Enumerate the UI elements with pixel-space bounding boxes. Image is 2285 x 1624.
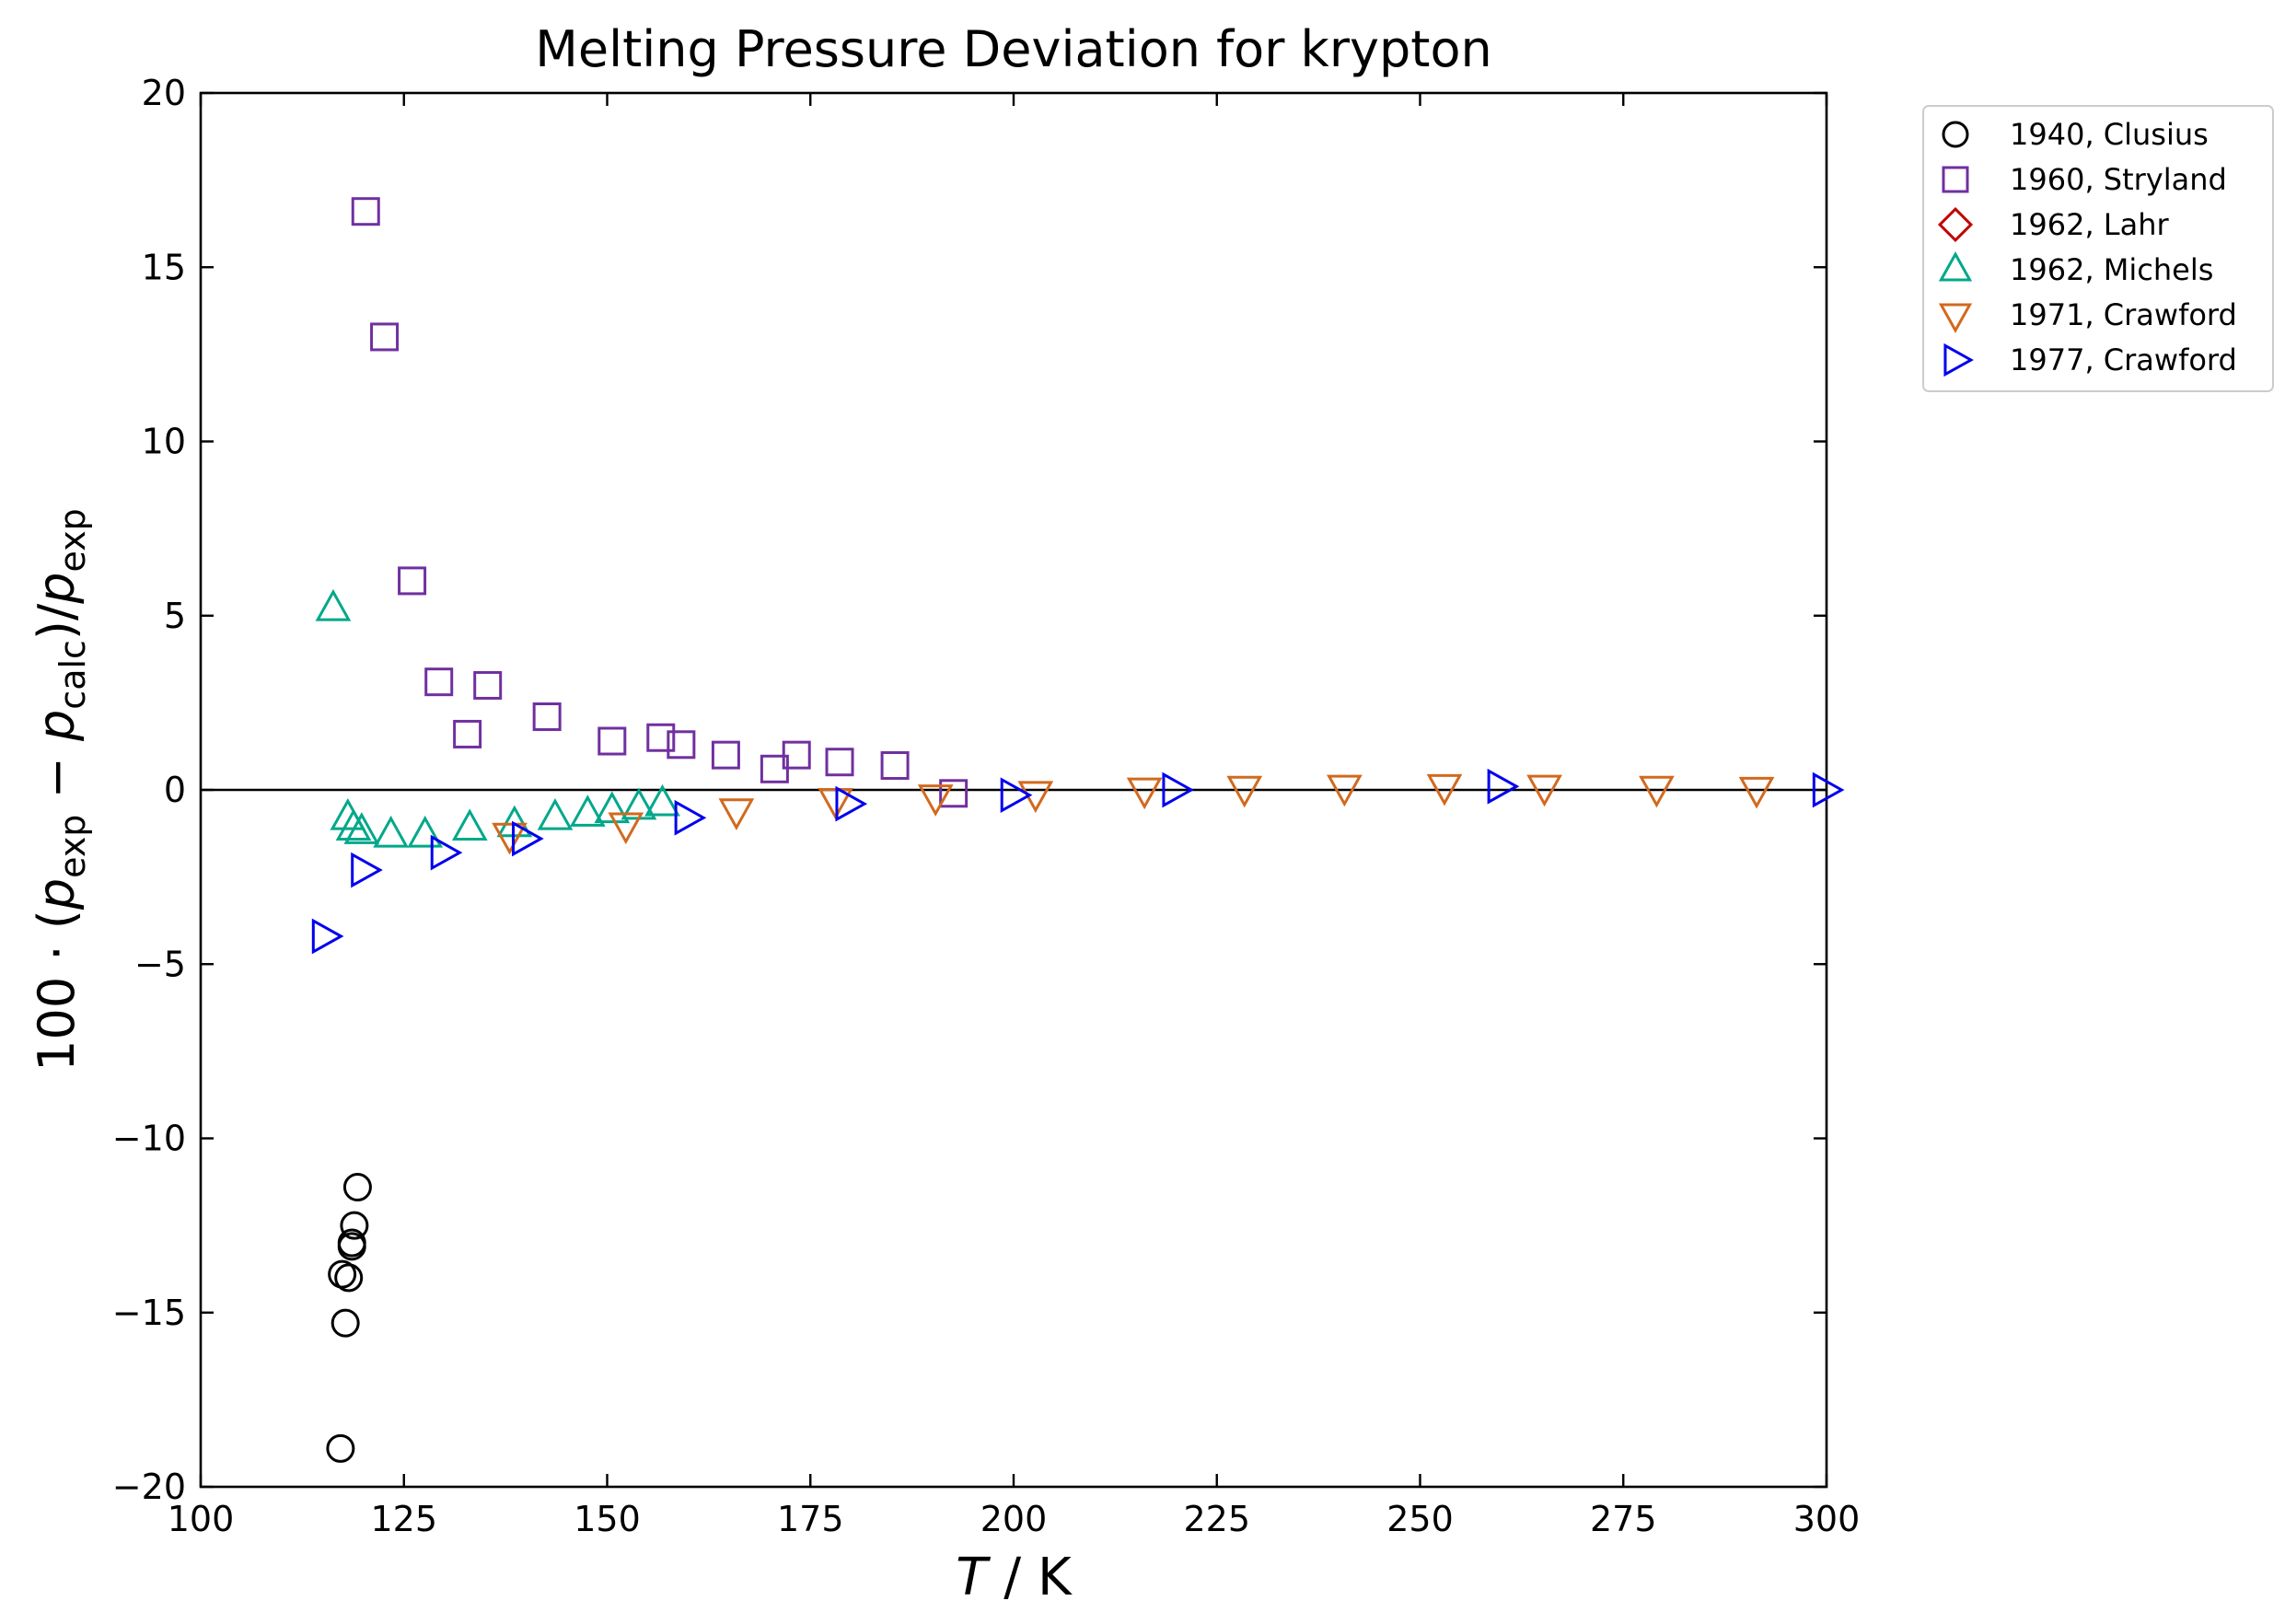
chart-title: Melting Pressure Deviation for krypton	[535, 20, 1491, 78]
data-point	[825, 748, 854, 777]
data-point	[430, 834, 463, 871]
data-point	[492, 822, 528, 855]
legend-box	[1922, 105, 2274, 392]
data-point	[608, 812, 644, 845]
data-point	[1226, 775, 1263, 808]
data-point	[880, 751, 910, 781]
data-point	[326, 1433, 355, 1463]
data-point	[537, 798, 574, 830]
data-point	[1327, 774, 1363, 807]
data-point	[597, 726, 627, 756]
legend-label: 1940, Clusius	[2010, 117, 2209, 152]
series-5	[311, 768, 1845, 955]
data-point	[1162, 771, 1195, 808]
x-tick-label: 150	[574, 1499, 641, 1539]
x-tick-label: 275	[1590, 1499, 1657, 1539]
series-4	[492, 773, 1775, 855]
data-point	[644, 783, 680, 817]
data-point	[351, 197, 380, 226]
y-tick-label: −5	[134, 944, 186, 984]
data-point	[512, 820, 544, 857]
y-tick-label: −15	[112, 1293, 186, 1333]
data-point	[424, 667, 454, 697]
data-point	[453, 719, 482, 748]
y-tick-label: 20	[142, 73, 186, 113]
y-tick-label: 5	[164, 596, 186, 636]
data-point	[370, 322, 400, 352]
data-point	[351, 852, 383, 888]
legend-label: 1977, Crawford	[2010, 342, 2237, 377]
data-point	[335, 808, 372, 841]
data-point	[343, 812, 380, 844]
data-point	[407, 815, 444, 848]
data-point	[939, 779, 969, 808]
data-point	[532, 702, 562, 732]
x-tick-label: 100	[168, 1499, 235, 1539]
y-axis-label: 100 · (pexp − pcalc)/pexp	[28, 508, 93, 1072]
data-point	[674, 799, 707, 836]
data-point	[1639, 775, 1675, 808]
data-point	[1000, 777, 1033, 814]
y-tick-label: 15	[142, 247, 186, 287]
data-point	[1487, 768, 1520, 805]
data-point	[711, 740, 740, 770]
legend-marker	[1938, 251, 1973, 282]
legend-marker	[1943, 342, 1974, 377]
data-point	[646, 723, 676, 752]
x-tick-label: 250	[1386, 1499, 1454, 1539]
data-point	[373, 815, 409, 848]
data-point	[1126, 777, 1163, 810]
data-point	[334, 1263, 364, 1293]
legend-label: 1962, Michels	[2010, 252, 2213, 287]
data-point	[331, 1308, 360, 1338]
data-point	[667, 730, 696, 760]
data-point	[328, 1259, 357, 1289]
x-tick-label: 200	[980, 1499, 1048, 1539]
y-tick-label: 0	[164, 770, 186, 810]
data-point	[594, 791, 631, 824]
data-point	[1738, 776, 1775, 809]
series-1	[351, 197, 969, 808]
legend-marker	[1942, 121, 1969, 148]
series-3	[315, 588, 680, 848]
data-point	[569, 795, 606, 827]
data-point	[340, 1211, 369, 1240]
legend: 1940, Clusius 1960, Stryland 1962, Lahr 196…	[1922, 105, 2274, 392]
data-point	[835, 785, 868, 822]
data-point	[330, 798, 366, 830]
data-point	[337, 1228, 366, 1258]
x-axis-label: T / K	[956, 1548, 1073, 1607]
x-tick-label: 225	[1183, 1499, 1250, 1539]
data-point	[1526, 774, 1562, 807]
data-point	[311, 918, 344, 955]
series-0	[326, 1172, 372, 1463]
data-point	[1812, 771, 1845, 808]
data-point	[718, 798, 755, 830]
data-point	[917, 784, 954, 817]
data-point	[451, 808, 488, 841]
data-point	[342, 1172, 372, 1201]
legend-marker	[1942, 166, 1969, 193]
x-tick-label: 300	[1793, 1499, 1861, 1539]
legend-label: 1960, Stryland	[2010, 162, 2227, 197]
data-point	[782, 740, 811, 770]
data-point	[1426, 773, 1463, 806]
legend-label: 1971, Crawford	[2010, 297, 2237, 332]
legend-marker	[1937, 206, 1974, 243]
data-point	[473, 670, 503, 700]
x-tick-label: 125	[370, 1499, 437, 1539]
y-tick-label: −10	[112, 1119, 186, 1159]
data-point	[398, 566, 427, 596]
legend-label: 1962, Lahr	[2010, 207, 2170, 242]
data-point	[315, 588, 352, 621]
y-tick-label: −20	[112, 1467, 186, 1507]
legend-marker	[1938, 303, 1973, 333]
y-tick-label: 10	[142, 422, 186, 462]
x-tick-label: 175	[777, 1499, 844, 1539]
